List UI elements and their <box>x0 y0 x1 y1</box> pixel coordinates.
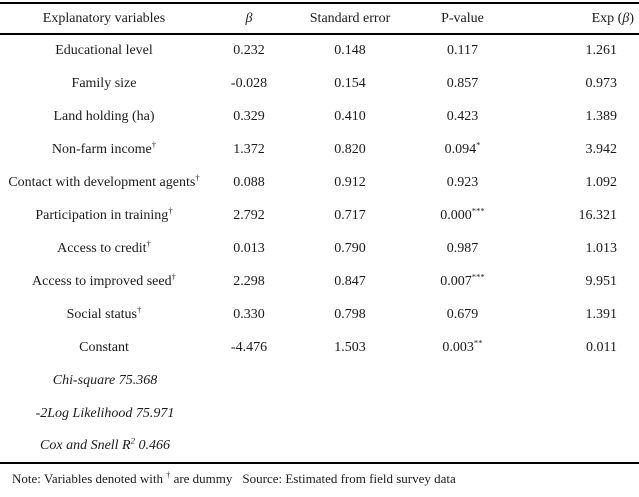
std-error-cell: 0.790 <box>334 240 366 256</box>
exp-beta-cell: 1.391 <box>585 306 618 322</box>
model-stat-text: Chi-square 75.368 <box>52 372 158 388</box>
table-row: Land holding (ha) 0.329 0.410 0.423 1.389 <box>0 100 639 133</box>
p-value-cell: 0.987 <box>446 240 479 256</box>
dagger-mark: † <box>137 303 142 314</box>
table-row: Access to credit† 0.013 0.790 0.987 1.013 <box>0 232 639 265</box>
beta-cell: 0.232 <box>233 43 265 58</box>
beta-cell: -4.476 <box>230 339 268 355</box>
variable-cell: Social status† <box>66 303 142 322</box>
significance-stars: ** <box>473 336 483 347</box>
variable-cell: Constant <box>79 339 129 355</box>
beta-cell: 0.330 <box>233 306 265 322</box>
std-error-cell: 0.154 <box>334 75 366 91</box>
dagger-mark: † <box>151 138 157 149</box>
variable-cell: Land holding (ha) <box>53 108 155 124</box>
std-error-cell: 0.717 <box>334 207 366 223</box>
note-suffix: are dummy <box>170 471 233 486</box>
table-body: Educational level 0.232 0.148 0.117 1.261 Fam… <box>0 34 639 463</box>
regression-results-page: Explanatory variables β Standard error P… <box>0 2 639 487</box>
p-value-cell: 0.923 <box>446 174 479 190</box>
p-value-cell: 0.094* <box>444 138 481 157</box>
p-value-cell: 0.857 <box>446 75 479 91</box>
std-error-cell: 0.148 <box>334 43 366 58</box>
std-error-cell: 0.798 <box>334 306 366 322</box>
p-value-cell: 0.003** <box>442 336 483 355</box>
p-value-cell: 0.423 <box>446 108 479 124</box>
table-note: Note: Variables denoted with † are dummy… <box>0 464 639 487</box>
exp-beta-cell: 3.942 <box>585 141 618 157</box>
col-header-explanatory-variables: Explanatory variables <box>0 3 208 35</box>
dagger-mark: † <box>166 470 171 480</box>
note-prefix: Note: Variables denoted with <box>12 471 167 486</box>
variable-cell: Family size <box>71 75 137 91</box>
table-row: Contact with development agents† 0.088 0.9… <box>0 166 639 199</box>
table-row: Social status† 0.330 0.798 0.679 1.391 <box>0 298 639 331</box>
results-table: Explanatory variables β Standard error P… <box>0 2 639 464</box>
header-row: Explanatory variables β Standard error P… <box>0 3 639 35</box>
beta-cell: 1.372 <box>233 141 265 157</box>
beta-cell: -0.028 <box>230 75 268 91</box>
exp-beta-cell: 16.321 <box>578 207 618 223</box>
exp-beta-cell: 0.973 <box>585 75 618 91</box>
table-row: Access to improved seed† 2.298 0.847 0.007*… <box>0 265 639 298</box>
dagger-mark: † <box>195 171 200 182</box>
variable-cell: Non-farm income† <box>51 138 157 157</box>
table-row: Participation in training† 2.792 0.717 0.00… <box>0 199 639 232</box>
dagger-mark: † <box>168 204 173 215</box>
col-header-standard-error: Standard error <box>290 3 410 35</box>
model-stat-text: -2Log Likelihood 75.971 <box>35 405 175 421</box>
model-stat-cell: -2Log Likelihood 75.971 <box>0 397 639 430</box>
significance-stars: *** <box>471 270 485 281</box>
exp-header-beta-symbol: β <box>622 10 630 26</box>
model-stat-cell: Chi-square 75.368 <box>0 364 639 397</box>
std-error-cell: 1.503 <box>334 339 366 355</box>
p-value-cell: 0.679 <box>446 306 479 322</box>
std-error-cell: 0.912 <box>334 174 366 190</box>
exp-beta-cell: 0.011 <box>586 339 617 355</box>
col-header-exp-beta: Exp (β) <box>515 3 639 35</box>
exp-beta-cell: 9.951 <box>585 273 618 289</box>
note-text: Note: Variables denoted with † are dummy <box>12 471 232 486</box>
col-header-p-value: P-value <box>410 3 515 35</box>
exp-beta-cell: 1.389 <box>585 108 618 124</box>
p-value-cell: 0.117 <box>447 43 478 58</box>
p-value-cell: 0.000*** <box>440 204 485 223</box>
table-header: Explanatory variables β Standard error P… <box>0 3 639 35</box>
variable-cell: Access to credit† <box>57 237 151 256</box>
exp-beta-cell: 1.013 <box>585 240 618 256</box>
table-row: Constant -4.476 1.503 0.003** 0.011 <box>0 331 639 364</box>
model-stat-row: Chi-square 75.368 <box>0 364 639 397</box>
beta-cell: 2.792 <box>233 207 265 223</box>
significance-stars: * <box>476 138 481 149</box>
significance-stars: *** <box>471 204 485 215</box>
variable-cell: Access to improved seed† <box>32 270 176 289</box>
variable-cell: Participation in training† <box>35 204 173 223</box>
std-error-cell: 0.410 <box>334 108 366 124</box>
dagger-mark: † <box>171 270 176 281</box>
beta-cell: 0.088 <box>233 174 265 190</box>
col-header-beta: β <box>208 3 290 35</box>
std-error-cell: 0.820 <box>334 141 366 157</box>
p-value-cell: 0.007*** <box>440 270 485 289</box>
exp-header-prefix: Exp ( <box>591 10 623 26</box>
exp-header-suffix: ) <box>629 10 634 26</box>
exp-beta-cell: 1.092 <box>585 174 618 190</box>
model-stat-row: -2Log Likelihood 75.971 <box>0 397 639 430</box>
beta-cell: 0.329 <box>233 108 265 124</box>
model-stat-cell: Cox and Snell R2 0.466 <box>0 430 639 463</box>
exp-beta-cell: 1.261 <box>585 43 618 58</box>
model-stat-row: Cox and Snell R2 0.466 <box>0 430 639 463</box>
model-stat-text: Cox and Snell R2 0.466 <box>40 435 170 453</box>
table-row: Educational level 0.232 0.148 0.117 1.261 <box>0 34 639 67</box>
beta-cell: 2.298 <box>233 273 265 289</box>
table-row: Non-farm income† 1.372 0.820 0.094* 3.942 <box>0 133 639 166</box>
variable-cell: Contact with development agents† <box>8 171 200 190</box>
std-error-cell: 0.847 <box>334 273 366 289</box>
table-row: Family size -0.028 0.154 0.857 0.973 <box>0 67 639 100</box>
beta-cell: 0.013 <box>233 240 265 256</box>
source-text: Source: Estimated from field survey data <box>242 471 456 486</box>
dagger-mark: † <box>146 237 151 248</box>
variable-cell: Educational level <box>55 43 153 58</box>
r-squared-superscript: 2 <box>130 435 135 446</box>
